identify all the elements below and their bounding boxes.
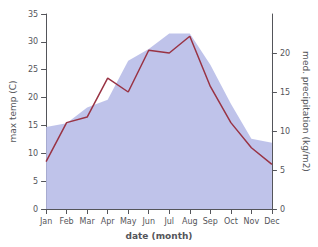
- svg-text:5: 5: [280, 166, 285, 175]
- svg-text:10: 10: [280, 127, 290, 136]
- svg-text:May: May: [120, 217, 137, 226]
- svg-text:35: 35: [28, 10, 38, 19]
- svg-text:30: 30: [28, 37, 38, 46]
- svg-text:Jul: Jul: [163, 217, 174, 226]
- svg-text:Jun: Jun: [141, 217, 155, 226]
- svg-text:Aug: Aug: [182, 217, 198, 226]
- svg-text:25: 25: [28, 65, 38, 74]
- svg-text:15: 15: [280, 88, 290, 97]
- svg-text:Dec: Dec: [264, 217, 279, 226]
- svg-text:Oct: Oct: [224, 217, 238, 226]
- svg-text:20: 20: [28, 93, 38, 102]
- svg-text:15: 15: [28, 121, 38, 130]
- svg-text:Jan: Jan: [39, 217, 52, 226]
- svg-text:med. precipitation (kg/m2): med. precipitation (kg/m2): [301, 51, 311, 172]
- svg-text:20: 20: [280, 49, 290, 58]
- svg-text:5: 5: [33, 177, 38, 186]
- svg-text:Mar: Mar: [80, 217, 96, 226]
- svg-text:0: 0: [280, 205, 285, 214]
- svg-text:Nov: Nov: [244, 217, 260, 226]
- svg-text:0: 0: [33, 205, 38, 214]
- svg-text:max temp (C): max temp (C): [8, 80, 18, 142]
- svg-text:Feb: Feb: [60, 217, 74, 226]
- svg-text:Apr: Apr: [101, 217, 116, 226]
- svg-text:10: 10: [28, 149, 38, 158]
- svg-text:date (month): date (month): [126, 231, 193, 241]
- svg-text:Sep: Sep: [203, 217, 218, 226]
